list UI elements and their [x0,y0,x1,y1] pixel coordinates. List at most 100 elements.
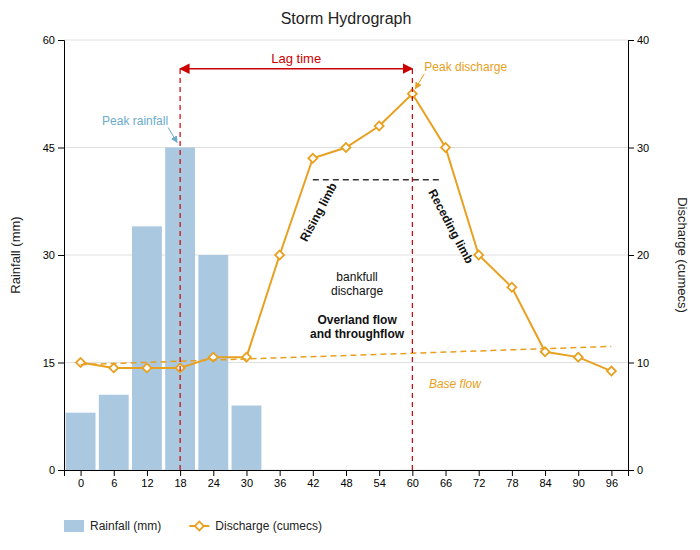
x-tick: 36 [274,470,286,489]
marker [142,363,151,372]
annotation-line: Rising limb [297,180,340,244]
annotation-arrow [168,128,177,143]
y2-tick-mark [628,363,634,364]
annotation: Rising limb [297,180,340,244]
x-tick: 66 [440,470,452,489]
x-tick-mark [578,470,579,476]
y-tick-mark [58,40,64,41]
annotation-guide [180,69,181,470]
y-tick-label: 45 [43,142,55,154]
annotation-line: Receding limb [425,187,476,266]
y2-axis: 0 10 20 30 40 [628,34,649,476]
annotation: Lag time [271,51,321,66]
y2-tick-label: 0 [637,464,643,476]
line [81,94,612,371]
x-tick: 42 [307,470,319,489]
legend-swatch [64,520,84,532]
x-tick: 6 [111,470,117,489]
x-tick-mark [512,470,513,476]
y2-tick: 10 [628,357,649,369]
x-tick-mark [114,470,115,476]
x-tick-mark [379,470,380,476]
annotation-line: bankfull [336,270,377,284]
y2-axis-title: Discharge (cumecs) [675,197,690,313]
x-tick-mark [545,470,546,476]
legend-label: Discharge (cumecs) [215,519,322,533]
y2-tick-label: 20 [637,249,649,261]
x-tick: 96 [606,470,618,489]
grid-line [64,40,628,41]
y-tick: 0 [49,464,64,476]
marks [66,89,616,470]
x-tick: 90 [573,470,585,489]
x-tick-mark [346,470,347,476]
y-tick-mark [58,470,64,471]
annotation: Overland flowand throughflow [310,313,405,341]
series-bar [66,148,262,471]
annotation-guide [412,69,413,470]
x-tick-label: 96 [606,477,618,489]
title: Storm Hydrograph [281,10,412,27]
x-tick: 24 [208,470,220,489]
y2-tick: 0 [628,464,643,476]
y-tick-label: 15 [43,357,55,369]
y2-tick: 40 [628,34,649,46]
y2-tick-label: 30 [637,142,649,154]
annotation: Base flow [429,377,482,391]
marker [275,251,284,260]
axis-line [65,471,629,477]
y-tick-mark [58,255,64,256]
x-tick: 60 [407,470,419,489]
annotation: Receding limb [425,187,476,266]
y-tick: 15 [43,357,64,369]
legend-marker [195,522,204,531]
annotation: Peak discharge [424,60,507,74]
x-tick-mark [479,470,480,476]
x-tick-label: 54 [374,477,386,489]
x-tick: 78 [506,470,518,489]
x-tick: 84 [539,470,551,489]
x-tick-mark [147,470,148,476]
series-line [76,89,616,375]
y2-tick-label: 40 [637,34,649,46]
y-tick-label: 60 [43,34,55,46]
x-tick-label: 90 [573,477,585,489]
annotation-arrow [415,74,424,89]
y2-tick-label: 10 [637,357,649,369]
x-axis: 06121824303642485460667278849096 [65,470,629,489]
marker [574,353,583,362]
x-tick-mark [611,470,612,476]
axis-line [58,41,65,471]
annotation: bankfulldischarge [331,270,383,298]
legend-item: Discharge (cumecs) [189,519,322,533]
x-tick-label: 48 [340,477,352,489]
marker [507,283,516,292]
x-tick-mark [446,470,447,476]
y2-tick: 30 [628,142,649,154]
annotation: Peak rainfall [102,114,168,128]
grid [64,40,628,470]
x-tick-label: 30 [241,477,253,489]
plot-area: 0 6 12 18 24 30 36 42 48 54 60 66 72 78 84 90 96 0 15 30 45 6… [43,34,650,489]
marker [342,143,351,152]
y-tick-mark [58,148,64,149]
x-tick: 12 [141,470,153,489]
x-tick: 72 [473,470,485,489]
x-tick-mark [180,470,181,476]
marker [308,154,317,163]
x-tick-mark [412,470,413,476]
marker [375,122,384,131]
annotation-line: Overland flow [317,313,397,327]
y2-tick-mark [628,255,634,256]
x-tick-label: 78 [506,477,518,489]
x-tick-label: 6 [111,477,117,489]
y-tick-label: 0 [49,464,55,476]
x-tick-label: 42 [307,477,319,489]
y2-tick-mark [628,470,634,471]
x-tick-mark [246,470,247,476]
x-tick-label: 60 [407,477,419,489]
x-tick-mark [81,470,82,476]
x-tick-label: 12 [141,477,153,489]
x-tick-mark [313,470,314,476]
x-tick: 18 [174,470,186,489]
